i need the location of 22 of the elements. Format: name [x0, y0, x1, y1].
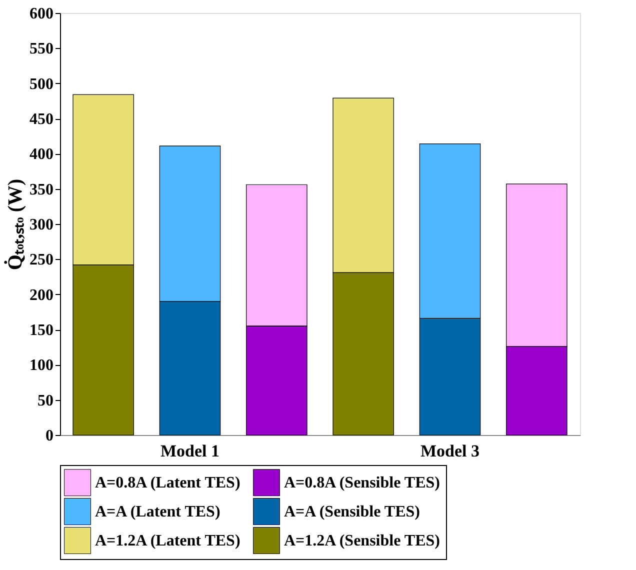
y-tick-label: 150: [30, 322, 54, 339]
y-tick-label: 450: [30, 111, 54, 128]
legend-label: A=1.2A (Latent TES): [95, 532, 240, 550]
x-tick-label: Model 1: [160, 442, 220, 460]
y-tick-label: 400: [30, 146, 54, 164]
legend-label: A=0.8A (Latent TES): [95, 474, 240, 492]
legend-label: A=A (Sensible TES): [284, 504, 420, 520]
y-tick-label: 550: [30, 40, 54, 58]
y-axis-title: Q̇ₜₒₜ,ₛₜₒ (W): [4, 178, 26, 270]
legend-label: A=1.2A (Sensible TES): [284, 532, 440, 550]
x-tick-label: Model 3: [420, 442, 480, 460]
y-tick-label: 250: [30, 252, 54, 269]
y-tick-label: 350: [30, 181, 54, 198]
y-tick-label: 200: [30, 286, 54, 304]
legend-label: A=A (Latent TES): [95, 504, 220, 520]
y-tick-label: 50: [38, 392, 54, 410]
y-tick-label: 300: [30, 216, 54, 234]
y-tick-label: 500: [30, 76, 54, 93]
y-tick-label: 0: [46, 428, 54, 444]
legend-label: A=0.8A (Sensible TES): [284, 474, 440, 492]
y-tick-label: 100: [30, 357, 54, 374]
y-tick-label: 600: [30, 6, 54, 22]
